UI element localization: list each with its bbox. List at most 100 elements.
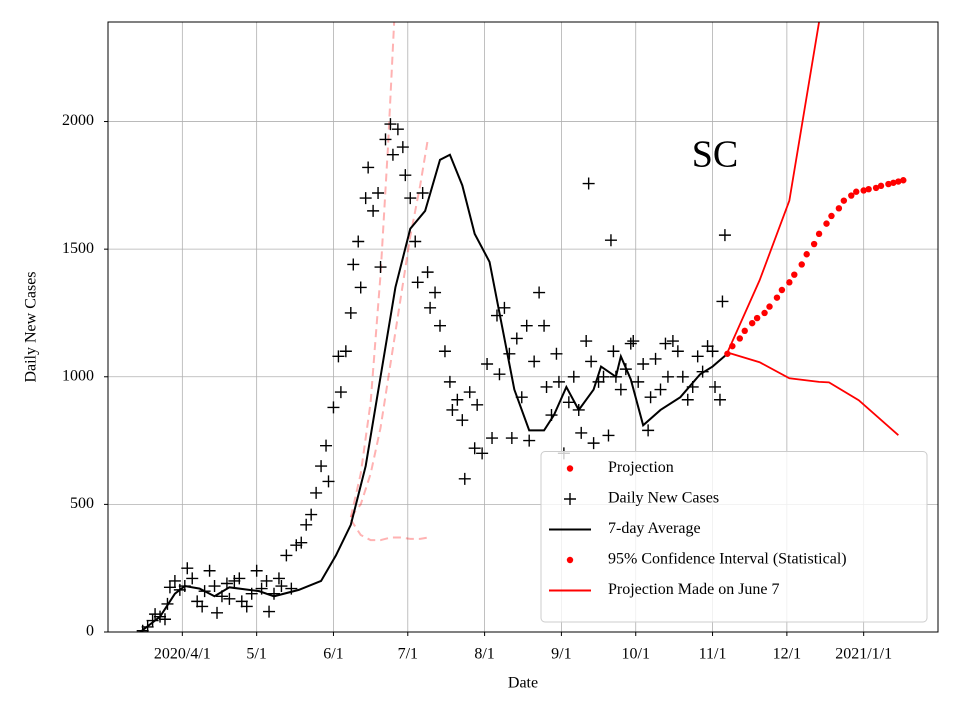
case-point: [295, 536, 308, 549]
case-point: [642, 424, 655, 437]
projection-point: [803, 251, 810, 258]
case-point: [550, 347, 563, 360]
case-point: [540, 380, 553, 393]
case-point: [354, 281, 367, 294]
plot-frame: [107, 21, 939, 633]
projection-point: [828, 212, 835, 220]
case-point: [384, 118, 397, 131]
case-point: [624, 337, 637, 350]
case-point: [580, 335, 593, 348]
case-point: [181, 562, 194, 575]
case-point: [344, 306, 357, 319]
case-point: [503, 347, 516, 360]
projection-point: [736, 335, 743, 342]
case-point: [471, 398, 484, 411]
case-point: [347, 258, 360, 271]
projection-point: [885, 180, 892, 188]
case-point: [552, 375, 565, 388]
projection-point: [810, 240, 818, 248]
case-point: [451, 393, 464, 406]
case-point: [607, 345, 620, 358]
case-point: [374, 261, 387, 274]
case-point: [280, 549, 293, 562]
case-point: [168, 574, 181, 587]
projection-point: [872, 184, 880, 192]
projection-point: [815, 230, 823, 238]
case-point: [211, 606, 224, 619]
legend-marker: [566, 556, 574, 564]
case-point: [575, 426, 588, 439]
case-point: [649, 352, 662, 365]
june-projection-line: [350, 140, 429, 518]
case-point: [490, 309, 503, 322]
case-point: [481, 358, 494, 371]
case-point: [158, 613, 171, 626]
case-point: [562, 396, 575, 409]
y-tick-label: 1500: [62, 240, 94, 257]
case-point: [446, 403, 459, 416]
legend-marker: [564, 493, 576, 505]
case-point: [701, 340, 714, 353]
case-point: [362, 161, 375, 174]
legend-label: Projection: [608, 459, 674, 476]
x-tick-label: 2021/1/1: [835, 646, 892, 663]
case-point: [456, 414, 469, 427]
case-point: [421, 266, 434, 279]
projection-point: [741, 327, 748, 335]
case-point: [597, 370, 610, 383]
case-point: [587, 437, 600, 450]
june-projection-line: [349, 519, 428, 542]
projection-point: [786, 279, 793, 286]
x-tick-label: 7/1: [398, 646, 418, 663]
case-point: [429, 286, 442, 299]
case-point: [359, 192, 372, 205]
projection-point: [773, 294, 781, 301]
case-point: [476, 447, 489, 460]
june-projection-line: [349, 22, 396, 518]
case-point: [223, 592, 236, 605]
case-point: [632, 375, 645, 388]
legend-label: 7-day Average: [608, 520, 701, 537]
projection-point: [791, 271, 798, 278]
case-point: [666, 335, 679, 348]
projection-point: [890, 179, 897, 186]
case-point: [310, 486, 323, 499]
case-point: [681, 393, 694, 406]
case-point: [463, 386, 476, 399]
case-point: [614, 383, 627, 396]
case-point: [379, 133, 392, 146]
case-point: [240, 600, 253, 613]
case-point: [416, 187, 429, 200]
x-tick-label: 6/1: [323, 646, 343, 663]
y-tick-label: 0: [86, 623, 94, 640]
case-point: [163, 581, 176, 594]
projection-point: [766, 303, 773, 310]
projection-point: [798, 261, 805, 268]
case-point: [458, 472, 471, 485]
case-point: [676, 370, 689, 383]
projection-point: [848, 192, 855, 199]
y-tick-label: 2000: [62, 112, 94, 129]
legend-label: Projection Made on June 7: [608, 581, 780, 598]
case-point: [208, 580, 221, 593]
case-point: [528, 355, 541, 368]
legend-box: [540, 451, 928, 623]
case-point: [585, 355, 598, 368]
x-tick-label: 11/1: [699, 646, 727, 663]
annotation: SC: [692, 134, 738, 176]
case-point: [493, 368, 506, 381]
case-point: [352, 235, 365, 248]
x-axis-label: Date: [508, 675, 538, 692]
case-point: [671, 345, 684, 358]
case-point: [268, 587, 280, 600]
case-point: [332, 350, 345, 363]
projection-point: [865, 185, 872, 193]
legend-marker: [566, 465, 574, 472]
projection-point: [748, 319, 756, 327]
ci-upper-line: [726, 22, 820, 353]
case-point: [315, 460, 328, 473]
case-point: [438, 345, 451, 358]
case-point: [661, 370, 674, 383]
case-point: [404, 192, 417, 205]
projection-point: [877, 182, 885, 190]
